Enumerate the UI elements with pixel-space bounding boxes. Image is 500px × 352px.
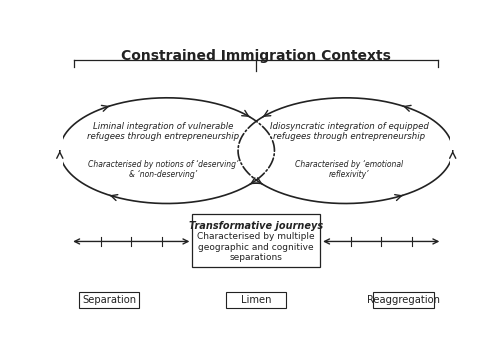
Text: Reaggregation: Reaggregation [367,295,440,305]
Text: Characterised by ‘emotional
reflexivity’: Characterised by ‘emotional reflexivity’ [295,160,404,179]
FancyBboxPatch shape [79,292,139,308]
FancyBboxPatch shape [226,292,286,308]
Text: Constrained Immigration Contexts: Constrained Immigration Contexts [122,49,391,63]
Text: Characterised by notions of ‘deserving’
& ‘non-deserving’: Characterised by notions of ‘deserving’ … [88,160,238,179]
Text: Limen: Limen [241,295,272,305]
Text: Idiosyncratic integration of equipped
refugees through entrepreneurship: Idiosyncratic integration of equipped re… [270,122,428,142]
FancyBboxPatch shape [374,292,434,308]
Text: Liminal integration of vulnerable
refugees through entrepreneurship: Liminal integration of vulnerable refuge… [87,122,240,142]
Text: Transformative journeys: Transformative journeys [189,221,324,231]
Text: Separation: Separation [82,295,136,305]
Text: Characterised by multiple
geographic and cognitive
separations: Characterised by multiple geographic and… [198,232,315,262]
FancyBboxPatch shape [192,214,320,267]
